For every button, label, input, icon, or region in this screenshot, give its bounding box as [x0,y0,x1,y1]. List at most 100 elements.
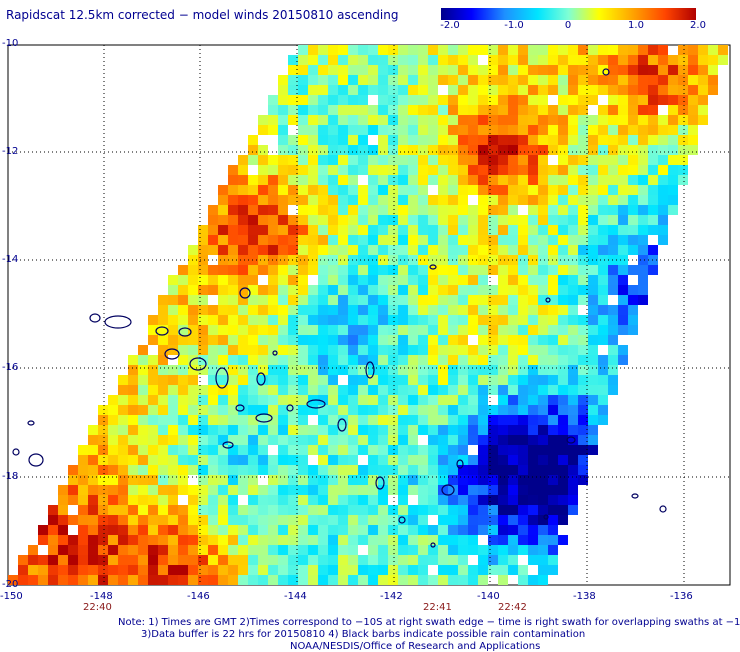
swath-cell [428,505,438,515]
swath-cell [178,355,188,365]
swath-cell [528,295,538,305]
swath-cell [668,135,678,145]
swath-cell [688,65,698,75]
swath-cell [318,165,328,175]
swath-cell [208,345,218,355]
swath-cell [258,345,268,355]
swath-cell [488,95,498,105]
swath-cell [328,95,338,105]
swath-cell [448,135,458,145]
swath-cell [358,245,368,255]
swath-cell [208,205,218,215]
swath-cell [538,485,548,495]
island-outline [272,350,278,356]
swath-cell [248,235,258,245]
swath-cell [398,75,408,85]
swath-cell [248,275,258,285]
swath-cell [158,495,168,505]
swath-cell [548,475,558,485]
swath-cell [448,245,458,255]
swath-cell [478,525,488,535]
swath-cell [168,315,178,325]
swath-cell [688,85,698,95]
swath-cell [448,345,458,355]
swath-cell [448,395,458,405]
swath-cell [308,115,318,125]
swath-cell [298,285,308,295]
swath-cell [398,275,408,285]
swath-cell [658,95,668,105]
lat-label: -12 [2,146,19,157]
swath-cell [108,495,118,505]
swath-cell [248,405,258,415]
swath-cell [178,445,188,455]
swath-cell [458,165,468,175]
swath-cell [358,205,368,215]
swath-cell [408,515,418,525]
swath-cell [498,315,508,325]
swath-cell [548,345,558,355]
swath-cell [188,365,198,375]
swath-cell [478,555,488,565]
island-outline [256,372,266,386]
swath-cell [418,115,428,125]
swath-cell [468,45,478,55]
swath-cell [628,185,638,195]
swath-cell [458,305,468,315]
swath-cell [348,135,358,145]
swath-cell [518,435,528,445]
swath-cell [438,135,448,145]
swath-cell [598,125,608,135]
swath-cell [608,195,618,205]
swath-cell [508,125,518,135]
swath-cell [558,225,568,235]
swath-cell [338,515,348,525]
swath-cell [158,545,168,555]
swath-cell [628,45,638,55]
swath-cell [348,185,358,195]
swath-cell [498,425,508,435]
swath-cell [208,475,218,485]
swath-cell [388,395,398,405]
swath-cell [318,375,328,385]
swath-cell [398,475,408,485]
swath-cell [518,405,528,415]
swath-cell [308,135,318,145]
swath-cell [188,285,198,295]
swath-cell [658,75,668,85]
swath-cell [658,215,668,225]
swath-cell [458,85,468,95]
swath-cell [678,125,688,135]
island-outline [545,297,551,303]
swath-cell [278,225,288,235]
lat-label: -10 [2,38,19,49]
swath-cell [468,135,478,145]
swath-cell [168,295,178,305]
swath-cell [548,445,558,455]
swath-cell [528,125,538,135]
swath-cell [618,75,628,85]
swath-cell [88,465,98,475]
swath-cell [338,505,348,515]
swath-cell [228,275,238,285]
swath-cell [208,415,218,425]
swath-cell [488,405,498,415]
swath-cell [368,445,378,455]
swath-cell [418,255,428,265]
swath-cell [348,225,358,235]
swath-cell [368,385,378,395]
swath-cell [188,505,198,515]
swath-cell [248,145,258,155]
swath-cell [558,515,568,525]
swath-cell [278,165,288,175]
swath-cell [428,475,438,485]
swath-cell [498,345,508,355]
swath-cell [218,315,228,325]
swath-cell [378,565,388,575]
swath-cell [548,145,558,155]
island-outline [104,315,132,329]
swath-cell [448,495,458,505]
swath-cell [568,155,578,165]
swath-cell [478,365,488,375]
swath-cell [308,285,318,295]
